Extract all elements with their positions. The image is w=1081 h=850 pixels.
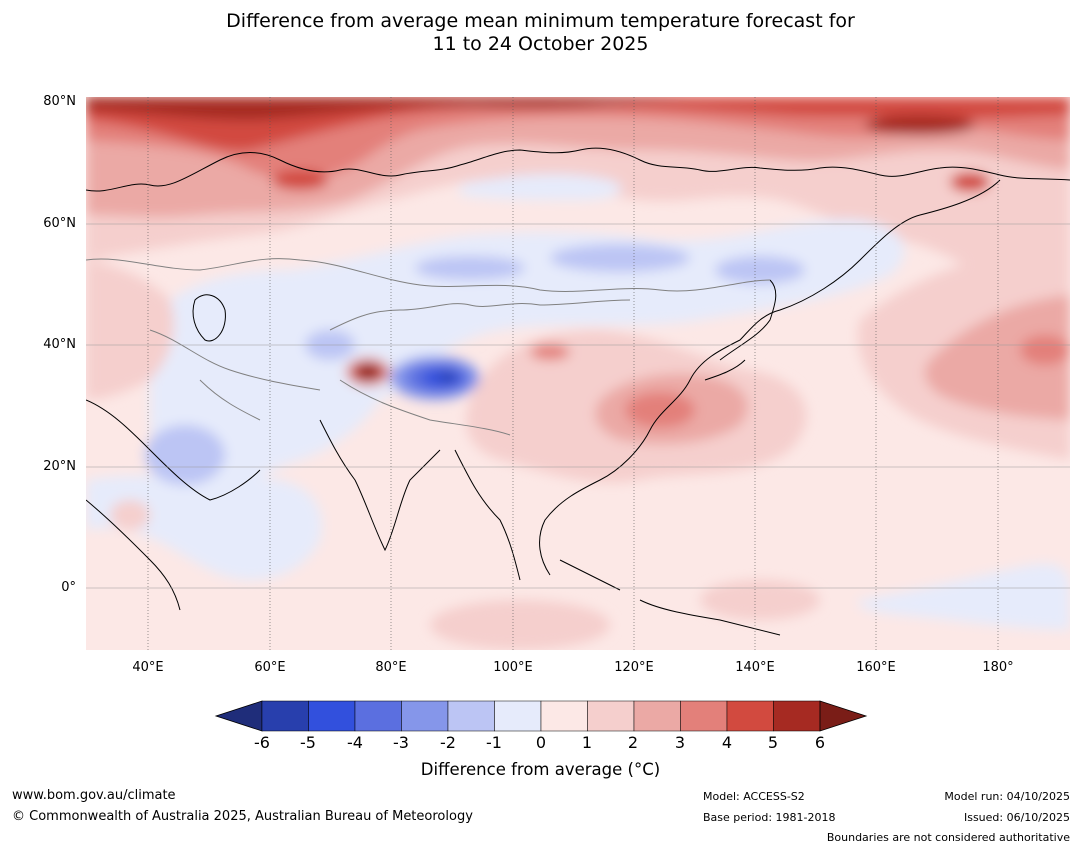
lon-label-80e: 80°E: [375, 660, 407, 675]
coast-caspian: [192, 294, 226, 342]
cool-region-east-siberia: [460, 174, 622, 200]
website-link[interactable]: www.bom.gov.au/climate: [12, 788, 176, 803]
coast-arctic: [86, 147, 1070, 192]
lat-label-80n: 80°N: [43, 94, 76, 109]
lat-label-40n: 40°N: [43, 337, 76, 352]
map-plot-area: [86, 97, 1070, 650]
cool-region-central-asia: [150, 219, 905, 500]
lat-label-60n: 60°N: [43, 216, 76, 231]
colorbar-tick: 4: [721, 733, 733, 752]
warm-spot-sichuan: [530, 344, 570, 360]
colorbar-swatch: [726, 700, 774, 732]
lon-label-160e: 160°E: [856, 660, 896, 675]
coast-india: [319, 419, 441, 552]
warm-spot-east-africa: [110, 500, 150, 530]
border-himalaya: [339, 379, 511, 436]
colorbar-extend-low: [214, 700, 263, 732]
colorbar: [214, 700, 868, 732]
map-title: Difference from average mean minimum tem…: [0, 10, 1081, 56]
coast-arabia: [86, 399, 261, 611]
latitude-lines: [86, 223, 1070, 589]
lon-label-100e: 100°E: [493, 660, 533, 675]
colorbar-tick: 2: [627, 733, 639, 752]
coastlines: [86, 147, 1070, 636]
colorbar-tick: 1: [581, 733, 593, 752]
colorbar-tick: -4: [347, 733, 363, 752]
lon-label-180: 180°: [982, 660, 1014, 675]
colorbar-swatch: [680, 700, 728, 732]
coast-japan: [704, 279, 777, 381]
warm-spot-tropics: [430, 600, 610, 650]
warm-spot-north-pacific: [1020, 335, 1070, 365]
colorbar-swatch: [308, 700, 356, 732]
coast-southeast-asia: [454, 449, 781, 636]
lon-label-120e: 120°E: [614, 660, 654, 675]
colorbar-tick: -5: [300, 733, 316, 752]
colorbar-swatch: [587, 700, 635, 732]
colorbar-swatch: [773, 700, 821, 732]
colorbar-tick: -2: [440, 733, 456, 752]
colorbar-extend-high: [819, 700, 868, 732]
title-line-1: Difference from average mean minimum tem…: [226, 10, 855, 32]
lon-label-60e: 60°E: [254, 660, 286, 675]
anomaly-field: [86, 97, 1070, 650]
warm-band-north-5: [86, 97, 700, 121]
colorbar-tick: -1: [486, 733, 502, 752]
colorbar-tick: -6: [254, 733, 270, 752]
warm-spot-chukotka: [950, 172, 990, 192]
colorbar-tick: -3: [393, 733, 409, 752]
lat-label-0: 0°: [61, 580, 76, 595]
warm-spot-scandinavia: [272, 170, 328, 190]
lon-label-140e: 140°E: [735, 660, 775, 675]
cool-spot-kazakhstan: [415, 256, 525, 280]
cool-spot-east-siberia-2: [715, 256, 805, 284]
warm-spot-tropics-east: [700, 580, 820, 620]
warm-spot-himalaya-core: [361, 368, 375, 376]
warm-spot-yellow-sea: [625, 392, 695, 428]
colorbar-swatch: [447, 700, 495, 732]
lon-label-40e: 40°E: [132, 660, 164, 675]
border-china-west: [329, 299, 631, 331]
cool-region-arabian-sea: [86, 475, 322, 580]
model-name: Model: ACCESS-S2: [703, 790, 805, 803]
colorbar-tick: 0: [535, 733, 547, 752]
colorbar-tick: 6: [814, 733, 826, 752]
colorbar-swatch: [540, 700, 588, 732]
colorbar-swatch: [494, 700, 542, 732]
colorbar-swatch: [633, 700, 681, 732]
cool-spot-mongolia: [550, 244, 690, 272]
copyright-text: © Commonwealth of Australia 2025, Austra…: [12, 809, 473, 824]
colorbar-swatch: [261, 700, 309, 732]
cool-spot-tibet-center: [439, 372, 457, 382]
colorbar-swatch: [354, 700, 402, 732]
warm-region-north-pacific-2: [924, 295, 1070, 420]
border-middle-east: [149, 329, 321, 421]
warm-region-europe: [86, 260, 174, 400]
coast-east-asia: [539, 179, 1001, 576]
graticule: [147, 97, 999, 650]
warm-core-east-siberia: [865, 115, 975, 135]
colorbar-tick: 5: [767, 733, 779, 752]
boundaries-disclaimer: Boundaries are not considered authoritat…: [826, 831, 1070, 844]
cool-region-pacific-east: [857, 563, 1070, 630]
lat-label-20n: 20°N: [43, 459, 76, 474]
colorbar-title: Difference from average (°C): [420, 760, 661, 779]
country-boundaries: [86, 258, 771, 436]
title-line-2: 11 to 24 October 2025: [432, 33, 649, 55]
colorbar-tick: 3: [674, 733, 686, 752]
model-run-date: Model run: 04/10/2025: [944, 790, 1070, 803]
cool-spot-arabia: [145, 425, 225, 485]
colorbar-swatch: [401, 700, 449, 732]
issued-date: Issued: 06/10/2025: [963, 811, 1070, 824]
base-period: Base period: 1981-2018: [703, 811, 836, 824]
border-russia-south: [86, 258, 771, 292]
